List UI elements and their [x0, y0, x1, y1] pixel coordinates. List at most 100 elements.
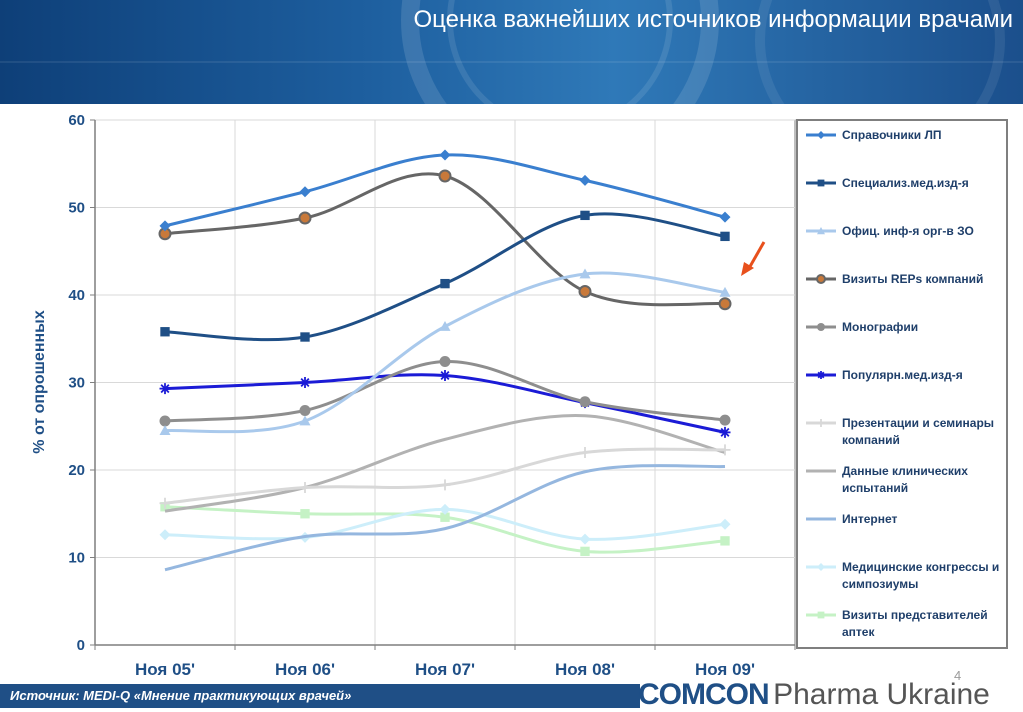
- series-line: [164, 414, 726, 513]
- data-point: [720, 536, 730, 546]
- y-tick-label: 60: [68, 112, 85, 129]
- legend-label: Интернет: [842, 512, 898, 526]
- y-tick-label: 10: [68, 550, 85, 567]
- page-title: Оценка важнейших источников информации в…: [413, 6, 1013, 33]
- legend-label: Офиц. инф-я орг-в ЗО: [842, 224, 974, 238]
- data-point: [719, 426, 731, 438]
- legend-item: Интернет: [806, 512, 898, 526]
- data-point: [159, 497, 171, 509]
- data-point: [579, 396, 591, 408]
- data-point: [439, 321, 451, 331]
- series-line: [159, 503, 731, 545]
- data-point: [817, 371, 825, 379]
- legend-item: Специализ.мед.изд-я: [806, 176, 969, 190]
- data-point: [719, 286, 731, 297]
- data-point: [299, 405, 311, 416]
- legend-label: Справочники ЛП: [842, 128, 942, 142]
- data-point: [438, 169, 452, 183]
- legend-label: Визиты REPs компаний: [842, 272, 983, 286]
- brand-logo: COMCON Pharma Ukraine: [638, 678, 990, 711]
- data-point: [817, 323, 825, 331]
- series-line: [159, 444, 731, 509]
- legend-box: [796, 119, 1008, 649]
- legend-label: Популярн.мед.изд-я: [842, 368, 963, 382]
- data-point: [159, 383, 171, 395]
- y-axis-ticks: 0 10 20 30 40 50 60: [68, 112, 95, 654]
- x-tick-label: Ноя 07': [415, 660, 475, 679]
- data-point: [159, 415, 171, 427]
- data-point: [719, 211, 731, 223]
- series-path: [164, 414, 726, 513]
- header-decoration: [0, 0, 1023, 104]
- y-tick-label: 20: [68, 462, 85, 479]
- data-point: [816, 274, 826, 284]
- legend-item: Визиты представителей аптек: [806, 608, 988, 639]
- legend-label: Медицинские конгрессы и симпозиумы: [842, 560, 999, 591]
- data-point: [578, 285, 592, 298]
- legend-label: Презентации и семинары компаний: [842, 416, 994, 447]
- data-point: [817, 419, 825, 427]
- data-point: [817, 179, 825, 187]
- data-point: [817, 131, 825, 139]
- data-point: [439, 503, 451, 515]
- data-point: [579, 533, 591, 545]
- data-point: [817, 227, 825, 235]
- y-tick-label: 40: [68, 287, 85, 304]
- data-point: [719, 444, 731, 456]
- legend-item: Визиты REPs компаний: [806, 272, 983, 286]
- data-point: [719, 414, 731, 426]
- series-line: [164, 464, 726, 572]
- legend-label: Монографии: [842, 320, 918, 334]
- series-line: [158, 169, 732, 311]
- data-point: [159, 220, 171, 232]
- data-point: [299, 186, 311, 198]
- data-point: [817, 563, 825, 571]
- legend-item: Данные клинических испытаний: [806, 464, 968, 495]
- data-point: [439, 479, 451, 491]
- data-point: [720, 231, 730, 242]
- data-point: [299, 482, 311, 493]
- data-point: [718, 297, 732, 311]
- data-point: [298, 211, 312, 225]
- red-arrow-icon: [741, 262, 754, 276]
- data-point: [580, 210, 590, 221]
- legend-item: Популярн.мед.изд-я: [806, 368, 963, 382]
- series-line: [159, 268, 731, 436]
- legend-label: Данные клинических испытаний: [842, 464, 968, 495]
- series-line: [160, 210, 730, 342]
- data-point: [440, 278, 450, 289]
- data-point: [440, 512, 450, 522]
- legend-item: Справочники ЛП: [806, 128, 942, 142]
- data-point: [817, 611, 825, 619]
- series-path: [164, 464, 726, 572]
- y-axis-label: % от опрошенных: [31, 310, 48, 454]
- data-point: [300, 332, 310, 342]
- legend-item: Презентации и семинары компаний: [806, 416, 994, 447]
- brand-name: COMCON: [638, 678, 770, 711]
- data-point: [719, 518, 731, 530]
- data-point: [439, 149, 451, 161]
- y-tick-label: 0: [77, 637, 85, 654]
- x-tick-label: Ноя 06': [275, 660, 335, 679]
- y-tick-label: 30: [68, 375, 85, 392]
- data-point: [580, 546, 590, 557]
- brand-suffix: Pharma Ukraine: [773, 678, 990, 711]
- legend-label: Визиты представителей аптек: [842, 608, 988, 639]
- series-line: [159, 356, 731, 427]
- x-tick-label: Ноя 09': [695, 660, 755, 679]
- data-point: [299, 415, 311, 426]
- data-point: [299, 377, 311, 388]
- data-point: [160, 327, 170, 337]
- legend-label: Специализ.мед.изд-я: [842, 176, 969, 190]
- footer-bar: [0, 684, 640, 708]
- data-point: [159, 529, 171, 541]
- x-axis-ticks: Ноя 05' Ноя 06' Ноя 07' Ноя 08' Ноя 09': [94, 645, 796, 679]
- data-point: [579, 447, 591, 458]
- data-point: [579, 268, 591, 279]
- legend: Справочники ЛП Специализ.мед.изд-я Офиц. и…: [806, 128, 999, 639]
- x-tick-label: Ноя 05': [135, 660, 195, 679]
- data-point: [300, 509, 310, 519]
- legend-item: Офиц. инф-я орг-в ЗО: [806, 224, 974, 238]
- series-line: [159, 149, 731, 232]
